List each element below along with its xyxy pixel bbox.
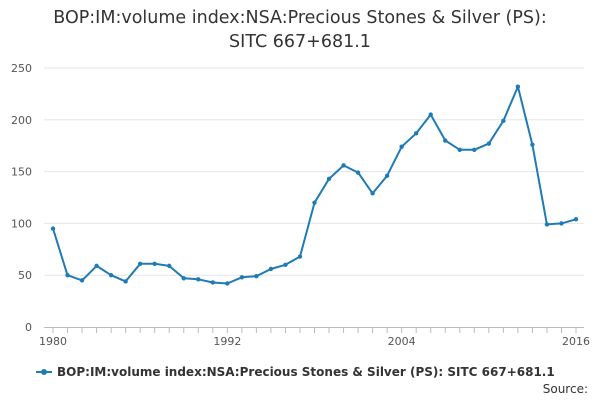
data-point [297, 254, 303, 259]
x-tick-label: 1980 [39, 335, 67, 348]
data-point [225, 281, 230, 286]
data-point [196, 277, 201, 282]
data-point [152, 261, 157, 267]
x-tick-label: 1992 [213, 335, 241, 348]
data-point [210, 280, 216, 285]
legend[interactable]: BOP:IM:volume index:NSA:Precious Stones … [36, 365, 555, 379]
data-point [530, 142, 535, 147]
legend-dot-marker [41, 369, 47, 375]
data-point [515, 84, 521, 89]
x-tick-label: 2004 [388, 335, 416, 348]
data-point [544, 222, 550, 227]
data-point [268, 266, 274, 272]
y-tick-label: 50 [18, 269, 32, 282]
legend-label: BOP:IM:volume index:NSA:Precious Stones … [57, 365, 555, 379]
chart-title-line-2: SITC 667+681.1 [229, 32, 371, 52]
y-tick-label: 250 [11, 62, 32, 75]
data-point [501, 118, 506, 124]
series-line [52, 85, 577, 285]
data-point [472, 147, 477, 153]
source-label: Source: [542, 382, 588, 396]
data-point [457, 147, 462, 153]
data-point [355, 170, 361, 175]
data-point [312, 200, 317, 205]
y-tick-label: 150 [11, 166, 32, 179]
data-point [283, 262, 288, 268]
data-point [123, 279, 128, 284]
y-tick-label: 100 [11, 217, 32, 230]
data-point [137, 261, 143, 267]
data-point [559, 221, 564, 226]
data-point [167, 263, 172, 269]
data-point [108, 273, 114, 278]
data-point [428, 112, 433, 117]
y-tick-label: 0 [25, 321, 32, 334]
x-tick-label: 2016 [562, 335, 590, 348]
data-point [341, 163, 346, 168]
data-point [65, 273, 70, 278]
data-point [50, 226, 56, 231]
data-point [573, 217, 579, 222]
data-point [370, 191, 375, 196]
data-point [326, 176, 332, 182]
data-point [94, 263, 99, 269]
data-point [239, 275, 245, 280]
legend-swatch [36, 366, 52, 378]
data-point [79, 278, 85, 283]
data-point [254, 274, 259, 279]
chart-title: BOP:IM:volume index:NSA:Precious Stones … [0, 6, 600, 54]
data-point [486, 141, 492, 146]
chart-title-line-1: BOP:IM:volume index:NSA:Precious Stones … [53, 8, 547, 28]
y-tick-label: 200 [11, 114, 32, 127]
data-point [413, 131, 419, 136]
data-point [399, 144, 404, 149]
data-point [384, 173, 390, 178]
data-point [181, 276, 186, 281]
data-point [443, 138, 448, 143]
